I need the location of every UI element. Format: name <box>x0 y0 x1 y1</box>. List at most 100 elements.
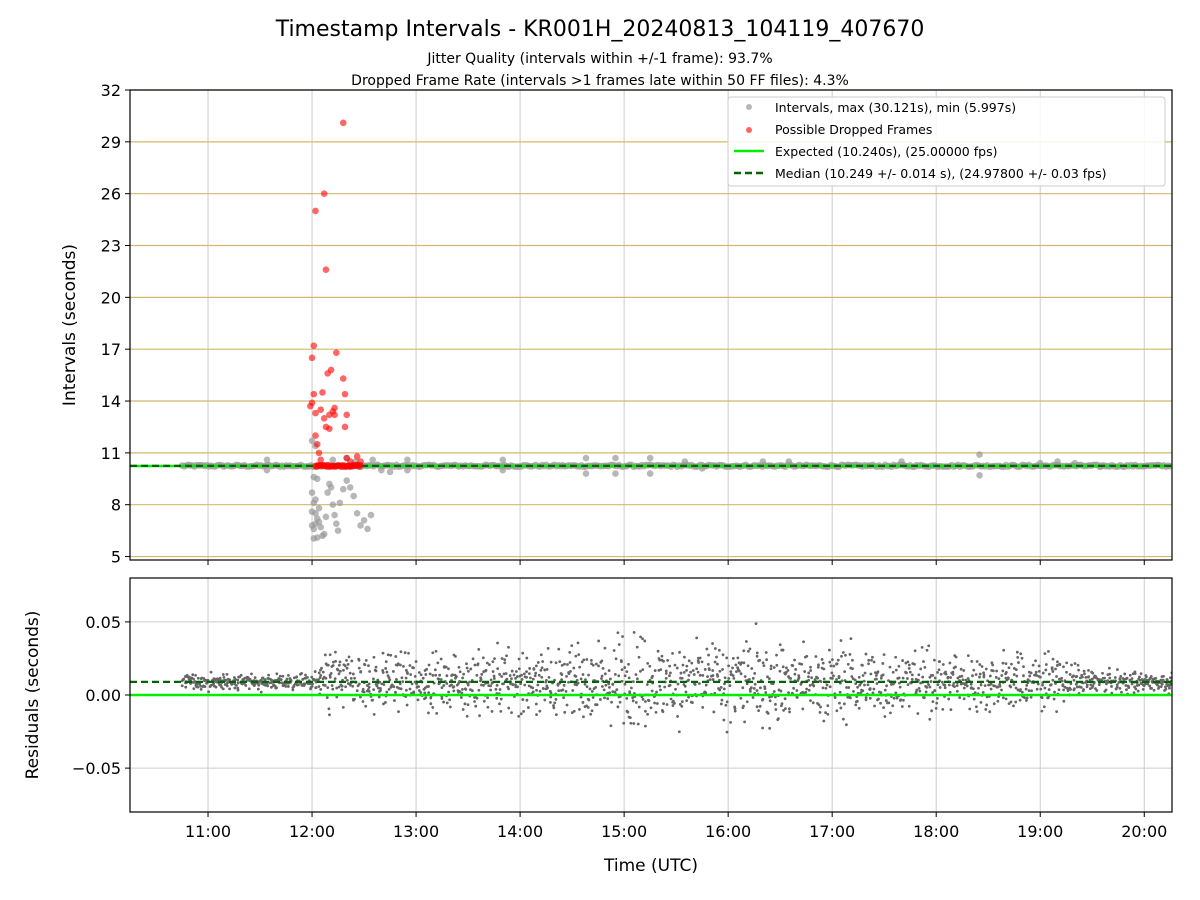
residual-point <box>403 651 407 655</box>
residual-point <box>434 673 438 677</box>
dropped-frame-point <box>312 207 319 215</box>
interval-point <box>646 454 654 462</box>
interval-point <box>499 466 507 474</box>
residual-point <box>867 662 870 666</box>
residual-point <box>632 630 636 634</box>
residual-point <box>285 677 289 681</box>
residual-point <box>477 688 481 692</box>
residual-point <box>500 657 504 660</box>
residual-point <box>514 676 517 680</box>
residual-point <box>933 689 937 693</box>
residual-point <box>526 706 530 709</box>
residual-point <box>881 673 885 677</box>
residual-point <box>616 705 620 709</box>
residual-point <box>317 671 321 675</box>
residual-point <box>331 687 335 691</box>
residual-point <box>734 663 738 667</box>
residual-point <box>841 717 845 721</box>
residual-point <box>313 670 317 673</box>
residual-point <box>1020 656 1024 660</box>
residual-point <box>219 683 223 687</box>
dropped-frame-point <box>319 389 326 396</box>
residual-point <box>1164 685 1167 689</box>
residual-point <box>882 653 886 657</box>
residual-point <box>554 713 558 717</box>
residual-point <box>676 715 679 718</box>
dropped-frame-point <box>315 449 323 457</box>
residual-point <box>608 685 611 689</box>
residual-point <box>1025 699 1028 702</box>
residual-point <box>617 674 621 678</box>
residual-point <box>959 667 963 671</box>
residual-point <box>566 663 569 666</box>
residual-point <box>597 639 601 643</box>
residual-point <box>1083 672 1086 676</box>
residual-point <box>766 675 769 679</box>
residual-point <box>712 710 716 714</box>
residual-point <box>768 699 772 703</box>
interval-point <box>313 534 321 541</box>
residual-point <box>1133 670 1137 674</box>
residual-point <box>687 673 691 677</box>
residual-point <box>919 667 923 671</box>
residual-point <box>623 674 627 678</box>
residual-point <box>849 696 852 700</box>
residual-point <box>820 658 824 661</box>
residual-point <box>539 668 543 672</box>
residual-point <box>685 664 689 668</box>
residual-point <box>951 670 955 674</box>
residual-point <box>774 708 778 711</box>
residual-point <box>718 669 722 673</box>
residual-point <box>496 641 499 645</box>
residual-point <box>661 710 665 714</box>
residual-point <box>468 680 472 684</box>
residual-point <box>261 676 265 680</box>
residual-point <box>994 675 998 679</box>
residual-point <box>327 707 331 711</box>
residual-point <box>969 682 973 686</box>
residual-point <box>644 724 647 728</box>
residual-point <box>182 677 186 681</box>
residual-point <box>620 679 624 683</box>
residual-point <box>974 673 978 676</box>
residual-point <box>1091 684 1095 688</box>
residual-point <box>837 676 841 680</box>
residual-point <box>576 641 580 645</box>
interval-point <box>612 454 619 462</box>
residual-point <box>948 661 952 665</box>
dropped-frame-point <box>308 354 316 362</box>
residual-point <box>1168 686 1171 690</box>
residual-point <box>918 689 922 693</box>
residual-point <box>345 678 349 682</box>
interval-point <box>785 458 793 465</box>
residual-point <box>955 689 959 693</box>
residual-point <box>937 668 941 672</box>
residual-point <box>735 670 738 673</box>
residual-point <box>1044 663 1048 666</box>
residual-point <box>540 675 544 679</box>
residual-point <box>794 668 798 671</box>
residual-point <box>584 678 587 682</box>
residual-point <box>467 669 470 673</box>
residual-point <box>600 674 604 678</box>
residual-point <box>492 677 496 680</box>
residual-point <box>1055 710 1059 714</box>
y-tick-label: 11 <box>101 444 121 463</box>
residual-point <box>801 707 805 711</box>
residual-point <box>848 653 852 656</box>
residual-point <box>696 670 700 674</box>
residual-point <box>877 697 880 701</box>
dropped-frame-point <box>312 409 319 417</box>
residual-point <box>980 665 984 668</box>
residual-point <box>658 658 662 662</box>
residual-point <box>523 683 527 687</box>
residual-point <box>608 691 612 695</box>
residual-point <box>704 691 708 695</box>
residual-point <box>603 672 607 676</box>
residual-point <box>492 674 496 678</box>
residual-point <box>1028 679 1031 683</box>
residual-point <box>225 673 229 676</box>
residual-point <box>1007 702 1011 706</box>
residual-point <box>244 684 248 687</box>
interval-point <box>327 484 335 491</box>
